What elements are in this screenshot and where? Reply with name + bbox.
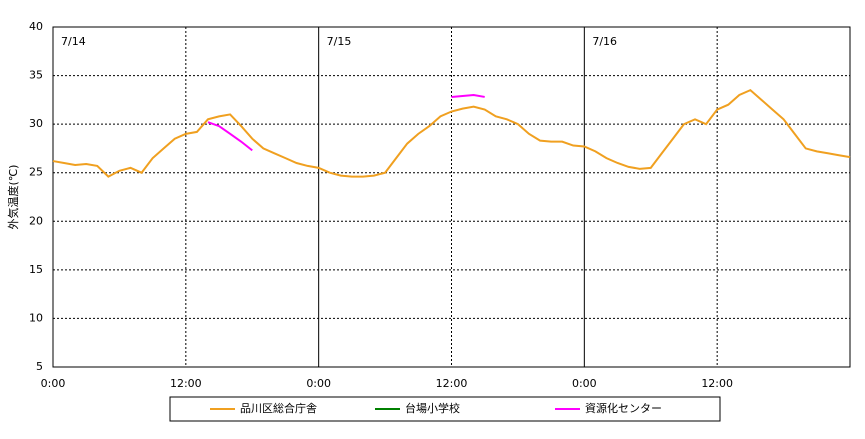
day-label: 7/15 bbox=[327, 35, 352, 48]
x-tick-label: 12:00 bbox=[436, 377, 468, 390]
x-tick-label: 0:00 bbox=[306, 377, 331, 390]
y-tick-label: 20 bbox=[29, 214, 43, 227]
y-tick-label: 15 bbox=[29, 263, 43, 276]
legend-label: 品川区総合庁舎 bbox=[240, 401, 317, 415]
x-tick-label: 12:00 bbox=[170, 377, 202, 390]
y-tick-label: 35 bbox=[29, 69, 43, 82]
legend-box bbox=[169, 396, 721, 422]
y-tick-label: 5 bbox=[36, 360, 43, 373]
y-tick-label: 40 bbox=[29, 20, 43, 33]
y-axis-label: 外気温度(℃) bbox=[6, 165, 20, 230]
y-tick-label: 30 bbox=[29, 117, 43, 130]
series-line bbox=[52, 88, 851, 178]
legend-label: 台場小学校 bbox=[405, 401, 460, 415]
series-line bbox=[207, 93, 485, 152]
day-label: 7/16 bbox=[592, 35, 617, 48]
legend-label: 資源化センター bbox=[585, 401, 662, 415]
plot-frame bbox=[52, 26, 851, 368]
x-tick-label: 12:00 bbox=[701, 377, 733, 390]
day-label: 7/14 bbox=[61, 35, 86, 48]
y-tick-label: 25 bbox=[29, 166, 43, 179]
x-tick-label: 0:00 bbox=[572, 377, 597, 390]
x-tick-label: 0:00 bbox=[41, 377, 66, 390]
y-tick-label: 10 bbox=[29, 311, 43, 324]
